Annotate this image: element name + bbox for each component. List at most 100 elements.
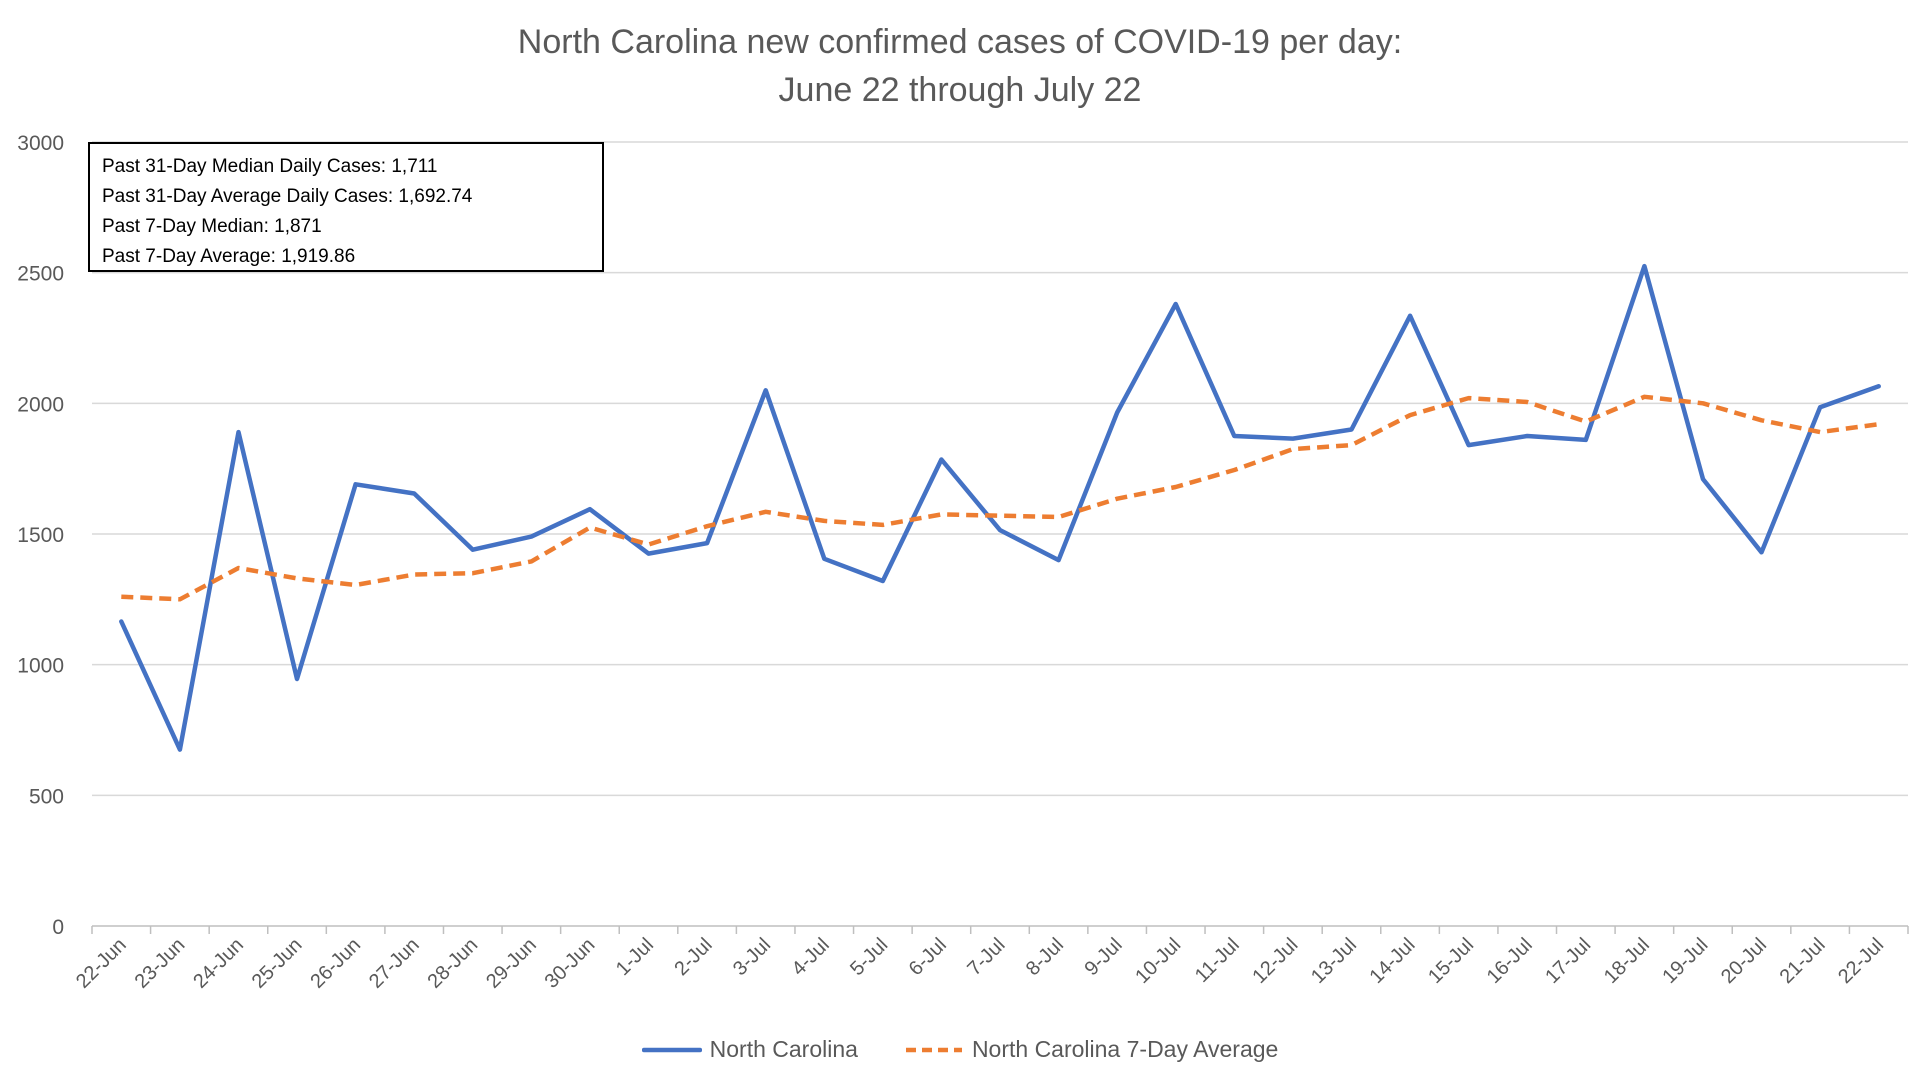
- y-tick-label: 1000: [17, 655, 64, 678]
- data-point-7day-average-10: [705, 524, 709, 528]
- data-point-7day-average-15: [998, 514, 1002, 518]
- y-tick-label: 500: [29, 785, 64, 808]
- x-tick-label: 28-Jun: [424, 934, 483, 993]
- data-point-north-carolina-27: [1701, 477, 1705, 481]
- data-point-north-carolina-17: [1115, 410, 1119, 414]
- chart-title: North Carolina new confirmed cases of CO…: [0, 18, 1920, 114]
- chart-legend: North Carolina North Carolina 7-Day Aver…: [0, 1036, 1920, 1063]
- data-point-7day-average-24: [1525, 400, 1529, 404]
- legend-swatch-dashed-line: [905, 1047, 962, 1052]
- data-point-7day-average-3: [295, 576, 299, 580]
- data-point-7day-average-12: [822, 519, 826, 523]
- data-point-7day-average-5: [412, 573, 416, 577]
- data-point-north-carolina-28: [1760, 550, 1764, 554]
- x-tick-label: 27-Jun: [365, 934, 424, 993]
- x-tick-label: 29-Jun: [482, 934, 541, 993]
- x-tick-label: 24-Jun: [189, 934, 248, 993]
- data-point-7day-average-6: [471, 571, 475, 575]
- data-point-7day-average-23: [1467, 396, 1471, 400]
- data-point-north-carolina-29: [1818, 405, 1822, 409]
- data-point-north-carolina-4: [354, 482, 358, 486]
- legend-swatch-solid-line: [641, 1047, 702, 1052]
- data-point-north-carolina-19: [1232, 434, 1236, 438]
- x-tick-label: 14-Jul: [1366, 934, 1420, 988]
- data-point-7day-average-7: [529, 559, 533, 563]
- stats-line-31day-median: Past 31-Day Median Daily Cases: 1,711: [102, 156, 438, 177]
- data-point-7day-average-28: [1760, 418, 1764, 422]
- stats-line-31day-average: Past 31-Day Average Daily Cases: 1,692.7…: [102, 186, 473, 207]
- x-tick-label: 21-Jul: [1776, 934, 1830, 988]
- stats-summary-box: Past 31-Day Median Daily Cases: 1,711 Pa…: [88, 142, 604, 272]
- y-tick-label: 3000: [17, 132, 64, 155]
- data-point-north-carolina-11: [764, 388, 768, 392]
- data-point-north-carolina-7: [529, 535, 533, 539]
- data-point-north-carolina-2: [236, 430, 240, 434]
- data-point-7day-average-17: [1115, 497, 1119, 501]
- x-tick-label: 9-Jul: [1080, 934, 1126, 980]
- x-tick-label: 10-Jul: [1131, 934, 1185, 988]
- legend-label-7day-average: North Carolina 7-Day Average: [971, 1036, 1279, 1062]
- legend-item-north-carolina: North Carolina: [641, 1036, 858, 1063]
- data-point-7day-average-19: [1232, 468, 1236, 472]
- data-point-7day-average-20: [1291, 447, 1295, 451]
- data-point-7day-average-4: [354, 583, 358, 587]
- x-tick-label: 2-Jul: [670, 934, 716, 980]
- data-point-north-carolina-24: [1525, 434, 1529, 438]
- x-tick-label: 30-Jun: [541, 934, 600, 993]
- x-tick-label: 6-Jul: [905, 934, 951, 980]
- y-tick-label: 0: [52, 916, 64, 939]
- x-tick-label: 1-Jul: [612, 934, 658, 980]
- data-point-north-carolina-22: [1408, 314, 1412, 318]
- x-tick-label: 19-Jul: [1658, 934, 1712, 988]
- data-point-north-carolina-21: [1349, 427, 1353, 431]
- y-tick-label: 2000: [17, 393, 64, 416]
- stats-line-7day-median: Past 7-Day Median: 1,871: [102, 216, 322, 237]
- data-point-7day-average-27: [1701, 401, 1705, 405]
- chart-title-line-2: June 22 through July 22: [778, 71, 1142, 109]
- data-point-7day-average-13: [881, 523, 885, 527]
- x-tick-label: 7-Jul: [963, 934, 1009, 980]
- x-tick-label: 12-Jul: [1248, 934, 1302, 988]
- data-point-7day-average-21: [1349, 443, 1353, 447]
- data-point-7day-average-25: [1584, 420, 1588, 424]
- data-point-north-carolina-10: [705, 541, 709, 545]
- data-point-7day-average-26: [1642, 395, 1646, 399]
- data-point-7day-average-14: [939, 512, 943, 516]
- y-tick-label: 1500: [17, 524, 64, 547]
- data-point-7day-average-16: [1057, 515, 1061, 519]
- x-tick-label: 8-Jul: [1022, 934, 1068, 980]
- data-point-north-carolina-30: [1877, 384, 1881, 388]
- data-point-7day-average-9: [647, 542, 651, 546]
- x-tick-label: 20-Jul: [1717, 934, 1771, 988]
- x-tick-label: 3-Jul: [729, 934, 775, 980]
- data-point-north-carolina-3: [295, 677, 299, 681]
- series-line-7day-average: [121, 394, 1880, 602]
- stats-line-7day-average: Past 7-Day Average: 1,919.86: [102, 246, 356, 267]
- data-point-7day-average-11: [764, 510, 768, 514]
- data-point-north-carolina-14: [939, 458, 943, 462]
- data-point-north-carolina-9: [647, 552, 651, 556]
- x-tick-label: 13-Jul: [1307, 934, 1361, 988]
- data-point-7day-average-29: [1818, 430, 1822, 434]
- x-tick-label: 5-Jul: [846, 934, 892, 980]
- data-point-north-carolina-18: [1174, 302, 1178, 306]
- x-tick-label: 16-Jul: [1483, 934, 1537, 988]
- x-tick-label: 22-Jul: [1834, 934, 1888, 988]
- x-tick-label: 23-Jun: [131, 934, 190, 993]
- data-point-7day-average-8: [588, 525, 592, 529]
- data-point-north-carolina-23: [1467, 443, 1471, 447]
- data-point-7day-average-30: [1877, 422, 1881, 426]
- y-tick-label: 2500: [17, 263, 64, 286]
- chart-title-line-1: North Carolina new confirmed cases of CO…: [517, 23, 1403, 61]
- data-point-7day-average-22: [1408, 413, 1412, 417]
- x-tick-label: 4-Jul: [788, 934, 834, 980]
- data-point-7day-average-2: [236, 566, 240, 570]
- data-point-north-carolina-16: [1057, 558, 1061, 562]
- data-point-north-carolina-12: [822, 557, 826, 561]
- data-point-north-carolina-1: [178, 748, 182, 752]
- legend-item-7day-average: North Carolina 7-Day Average: [904, 1036, 1278, 1063]
- data-point-north-carolina-6: [471, 548, 475, 552]
- x-tick-label: 25-Jun: [248, 934, 307, 993]
- data-point-7day-average-1: [178, 597, 182, 601]
- data-point-north-carolina-5: [412, 491, 416, 495]
